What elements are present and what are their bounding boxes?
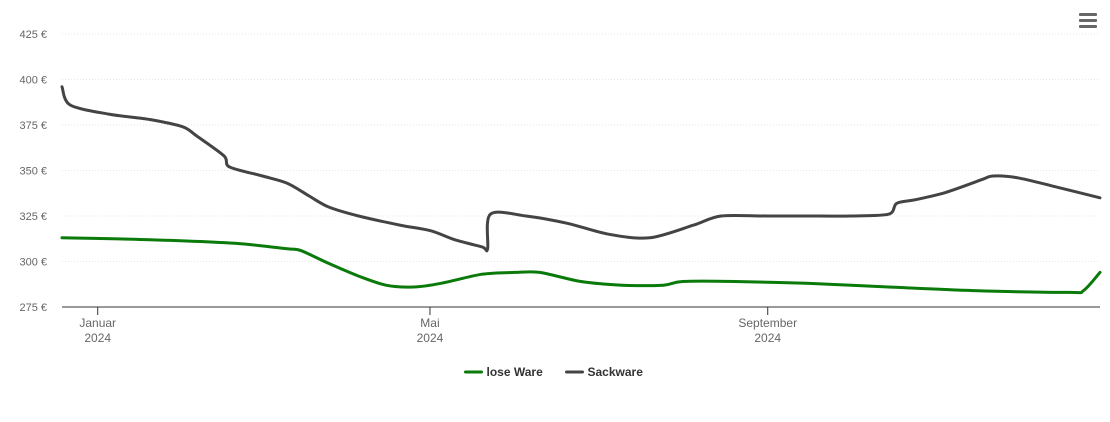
chart-menu-button[interactable] xyxy=(1078,13,1098,31)
x-tick-year: 2024 xyxy=(417,331,444,345)
menu-icon xyxy=(1079,13,1097,16)
y-tick-label: 375 € xyxy=(19,120,47,132)
series-line-lose-ware[interactable] xyxy=(60,236,1102,295)
legend[interactable]: lose Ware Sackware xyxy=(464,365,644,379)
x-tick-year: 2024 xyxy=(84,331,111,345)
legend-item-sackware[interactable]: Sackware xyxy=(565,365,644,379)
series-lines xyxy=(60,85,1102,295)
y-tick-label: 350 € xyxy=(19,166,47,178)
grid-lines xyxy=(62,33,1100,262)
menu-icon-bar xyxy=(1079,25,1097,28)
x-tick-label: Januar xyxy=(79,316,116,330)
menu-icon-bar xyxy=(1079,19,1097,22)
legend-label: Sackware xyxy=(588,365,644,379)
y-tick-label: 425 € xyxy=(19,29,47,41)
y-tick-label: 300 € xyxy=(19,257,47,269)
y-tick-label: 325 € xyxy=(19,211,47,223)
x-tick-label: Mai xyxy=(420,316,439,330)
y-axis-labels: 275 € 300 € 325 € 350 € 375 € 400 € 425 € xyxy=(19,29,47,314)
legend-item-lose-ware[interactable]: lose Ware xyxy=(464,365,544,379)
y-tick-label: 275 € xyxy=(19,302,47,314)
legend-label: lose Ware xyxy=(487,365,544,379)
series-line-sackware[interactable] xyxy=(60,85,1102,253)
x-tick-year: 2024 xyxy=(754,331,781,345)
x-tick-label: September xyxy=(738,316,797,330)
y-tick-label: 400 € xyxy=(19,75,47,87)
